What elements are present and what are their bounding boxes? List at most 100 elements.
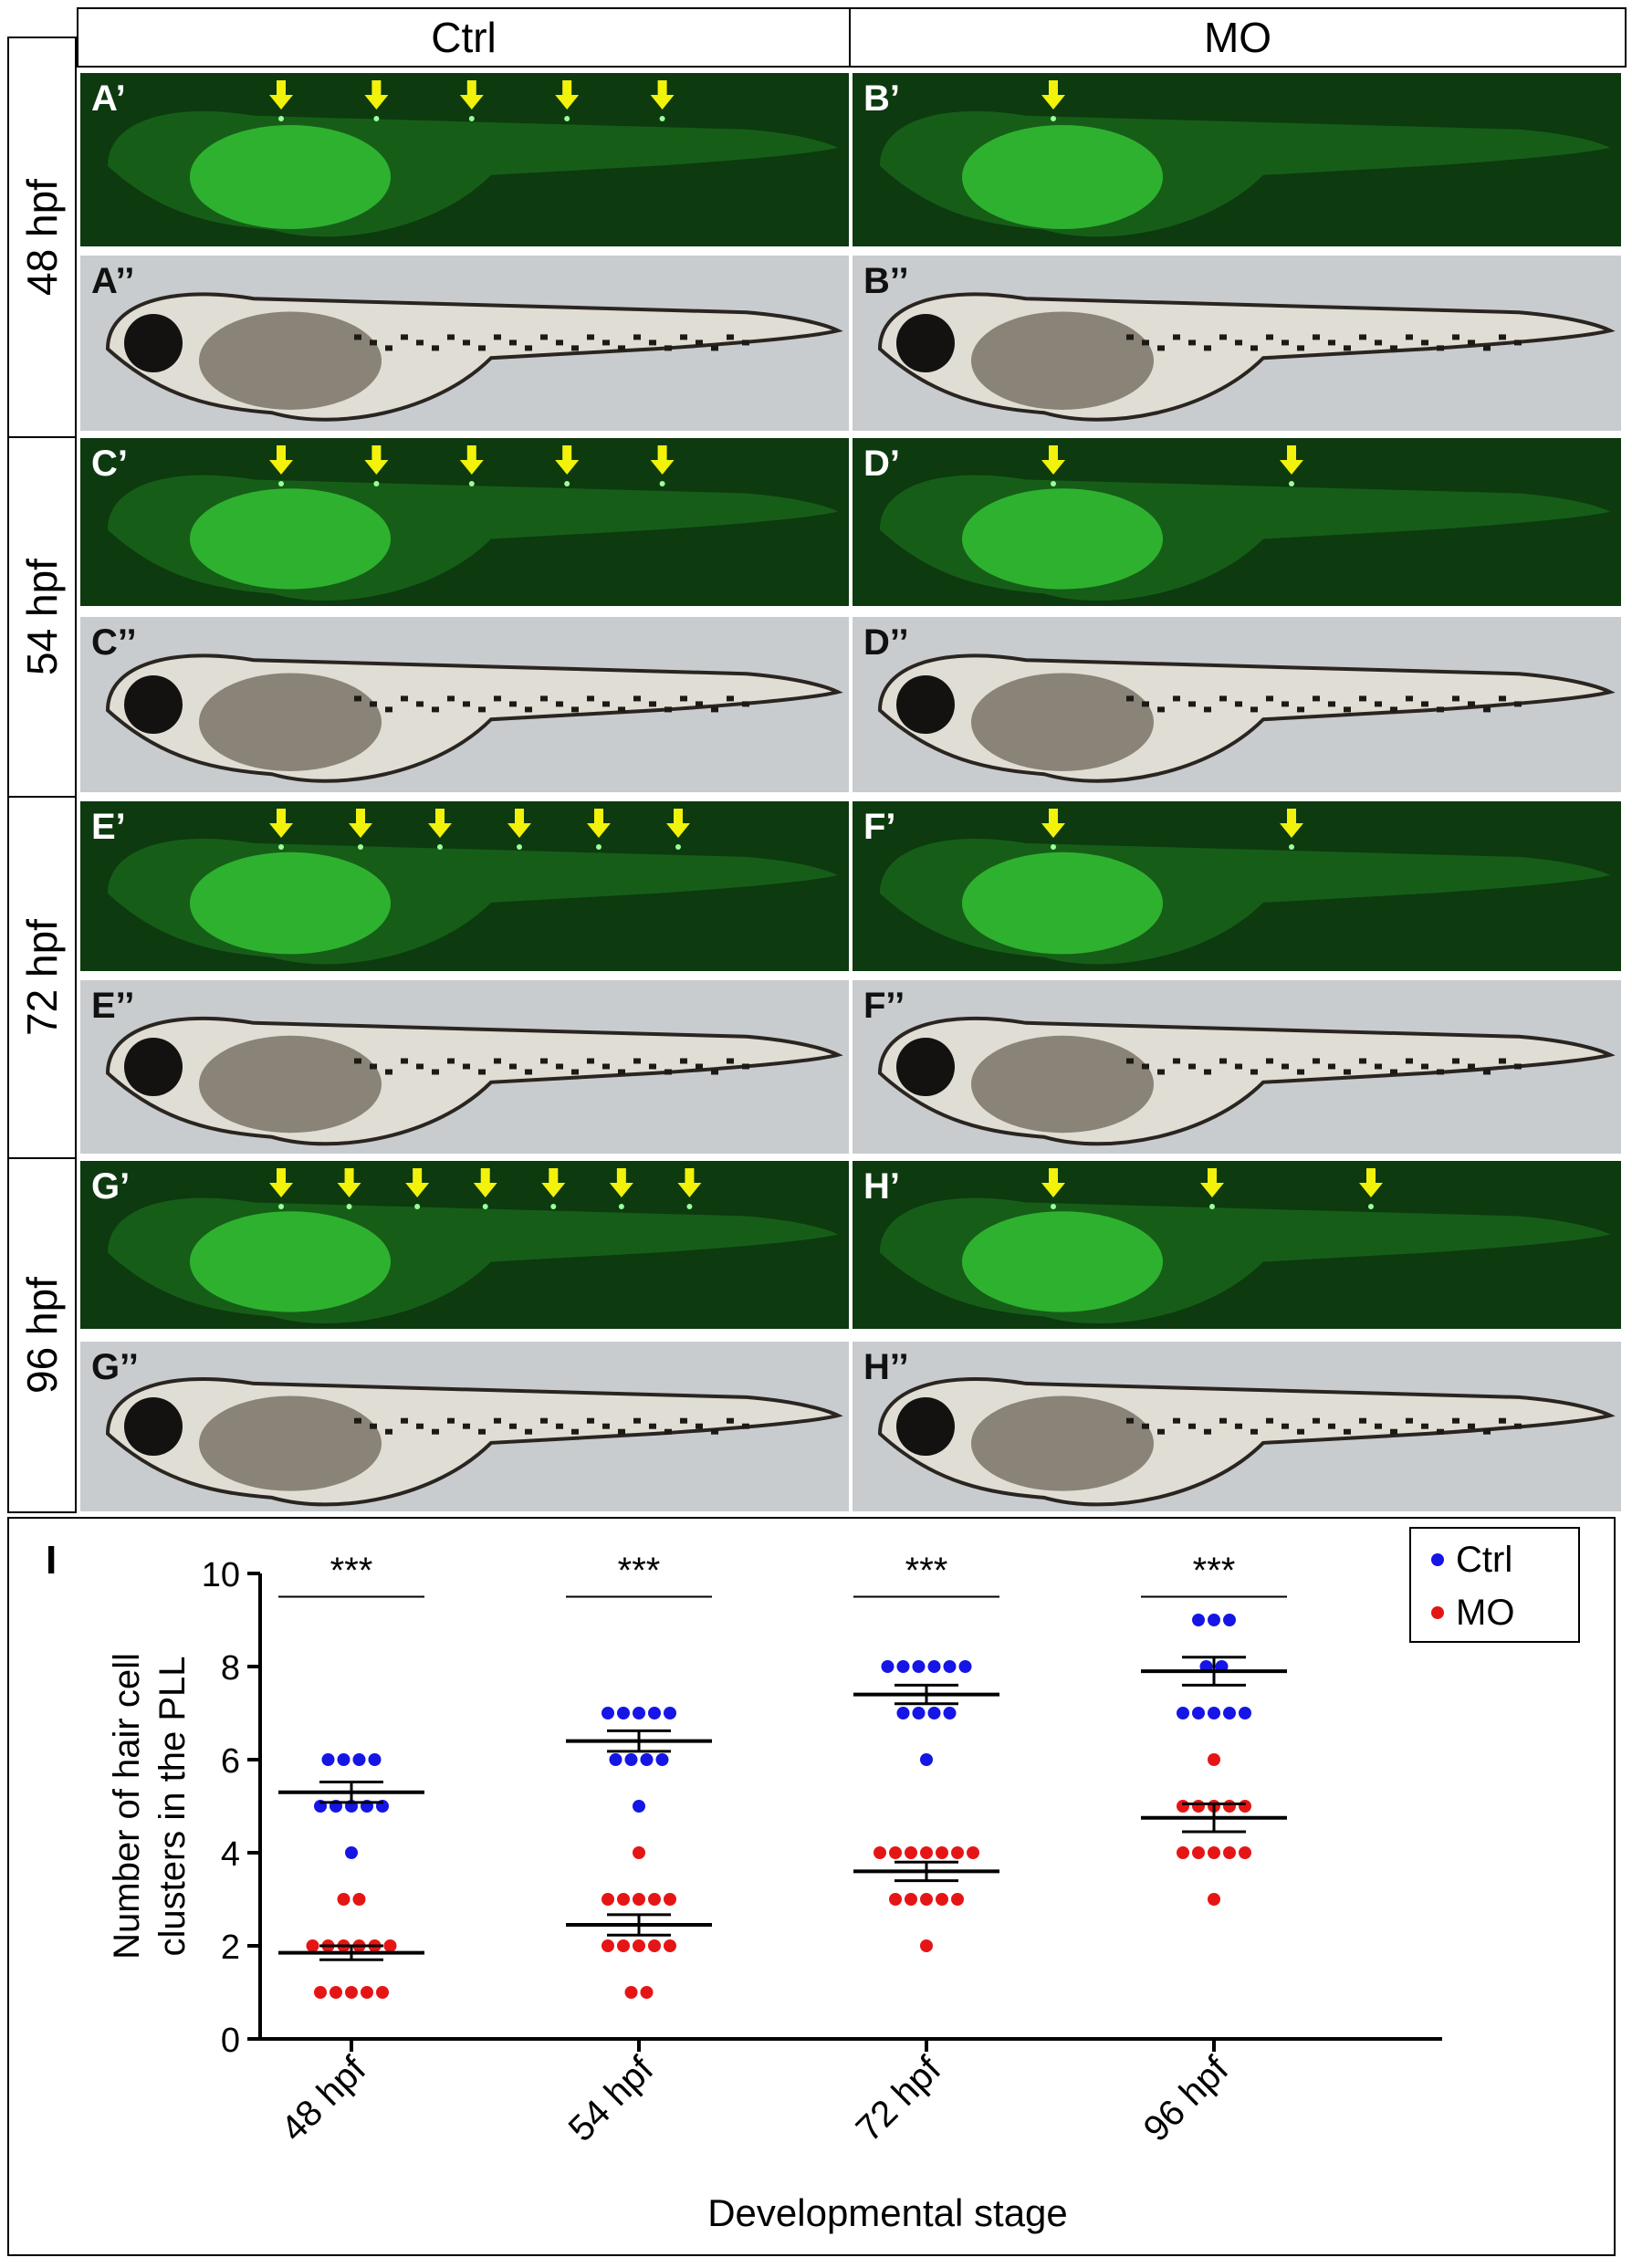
data-point-ctrl: [1192, 1707, 1205, 1719]
data-point-mo: [936, 1893, 948, 1906]
data-point-mo: [648, 1893, 661, 1906]
data-point-ctrl: [943, 1707, 957, 1719]
neuromast-arrow-icon: [269, 80, 293, 110]
image-panel-dpp: D’’: [853, 617, 1621, 792]
y-tick-label: 4: [221, 1835, 240, 1874]
neuromast-arrow-icon: [1041, 809, 1065, 838]
panel-label: G’’: [91, 1347, 139, 1387]
image-panel-cp: C’: [80, 438, 849, 606]
data-point-mo: [648, 1939, 661, 1952]
data-point-ctrl: [920, 1753, 933, 1766]
panel-label: A’’: [91, 261, 135, 301]
data-point-mo: [345, 1986, 358, 1999]
panel-label: D’: [863, 444, 900, 484]
neuromast-spot: [346, 1204, 352, 1209]
neuromast-arrow-icon: [1200, 1168, 1224, 1197]
data-point-mo: [920, 1846, 933, 1859]
data-point-ctrl: [1177, 1707, 1189, 1719]
data-point-ctrl: [912, 1660, 926, 1673]
data-point-ctrl: [927, 1660, 941, 1673]
data-point-mo: [1208, 1753, 1220, 1766]
neuromast-spot: [1289, 481, 1294, 486]
data-point-mo: [1208, 1893, 1220, 1906]
data-point-mo: [905, 1846, 917, 1859]
panel-label: H’’: [863, 1347, 909, 1387]
neuromast-arrow-icon: [1280, 445, 1303, 475]
data-point-mo: [1223, 1846, 1236, 1859]
data-point-ctrl: [664, 1707, 676, 1719]
image-panel-gp: G’: [80, 1161, 849, 1329]
data-point-mo: [1223, 1800, 1236, 1813]
neuromast-spot: [1209, 1204, 1215, 1209]
data-point-ctrl: [1239, 1707, 1251, 1719]
neuromast-spot: [686, 1204, 693, 1209]
data-point-mo: [1239, 1800, 1251, 1813]
image-panel-ap: A’: [80, 73, 849, 246]
x-axis-label: Developmental stage: [707, 2191, 1068, 2234]
data-point-ctrl: [655, 1753, 669, 1766]
significance-marker: ***: [330, 1551, 373, 1591]
row-label-54hpf: 54 hpf: [7, 436, 77, 798]
data-point-mo: [1177, 1800, 1189, 1813]
data-point-ctrl: [321, 1753, 335, 1766]
data-point-ctrl: [633, 1800, 645, 1813]
significance-marker: ***: [905, 1551, 948, 1591]
neuromast-spot: [564, 481, 570, 486]
neuromast-arrow-icon: [349, 809, 372, 838]
data-point-mo: [920, 1939, 933, 1952]
neuromast-spot: [675, 844, 681, 850]
data-point-mo: [376, 1986, 389, 1999]
data-point-mo: [361, 1986, 373, 1999]
data-point-mo: [306, 1939, 319, 1952]
neuromast-arrow-icon: [269, 809, 293, 838]
data-point-ctrl: [1208, 1707, 1220, 1719]
image-panel-fpp: F’’: [853, 980, 1621, 1154]
neuromast-spot: [468, 116, 475, 121]
data-point-ctrl: [368, 1753, 382, 1766]
panel-label: E’’: [91, 986, 135, 1026]
data-point-ctrl: [958, 1660, 972, 1673]
image-panel-app: A’’: [80, 256, 849, 431]
neuromast-spot: [468, 481, 475, 486]
data-point-ctrl: [609, 1753, 622, 1766]
image-panel-bp: B’: [853, 73, 1621, 246]
data-point-mo: [633, 1939, 645, 1952]
data-point-mo: [633, 1846, 645, 1859]
data-point-mo: [889, 1846, 902, 1859]
data-point-mo: [664, 1893, 676, 1906]
data-point-mo: [337, 1893, 350, 1906]
neuromast-spot: [482, 1204, 488, 1209]
data-point-mo: [314, 1986, 327, 1999]
x-tick-label: 48 hpf: [274, 2049, 374, 2149]
panel-label: B’’: [863, 261, 909, 301]
neuromast-arrow-icon: [364, 445, 389, 475]
neuromast-spot: [550, 1204, 557, 1209]
data-point-ctrl: [1223, 1614, 1236, 1626]
image-panel-bpp: B’’: [853, 256, 1621, 431]
neuromast-arrow-icon: [337, 1168, 361, 1197]
legend-marker-ctrl: [1431, 1553, 1444, 1566]
data-point-mo: [874, 1846, 886, 1859]
neuromast-arrow-icon: [473, 1168, 497, 1197]
neuromast-spot: [278, 116, 284, 121]
neuromast-arrow-icon: [364, 80, 389, 110]
data-point-ctrl: [1223, 1707, 1236, 1719]
panel-label: E’: [91, 807, 126, 847]
data-point-mo: [920, 1893, 933, 1906]
neuromast-arrow-icon: [1041, 80, 1065, 110]
legend-label-mo: MO: [1456, 1593, 1514, 1633]
data-point-mo: [1177, 1846, 1189, 1859]
neuromast-spot: [278, 844, 284, 850]
image-panel-hpp: H’’: [853, 1342, 1621, 1511]
data-point-mo: [330, 1986, 342, 1999]
data-point-ctrl: [896, 1660, 910, 1673]
neuromast-arrow-icon: [555, 80, 580, 110]
data-point-mo: [951, 1893, 964, 1906]
y-tick-label: 8: [221, 1649, 240, 1688]
image-panel-epp: E’’: [80, 980, 849, 1154]
neuromast-arrow-icon: [1041, 1168, 1065, 1197]
neuromast-arrow-icon: [269, 445, 293, 475]
panel-label: A’: [91, 78, 126, 119]
legend-marker-mo: [1431, 1606, 1444, 1619]
data-point-mo: [1239, 1846, 1251, 1859]
